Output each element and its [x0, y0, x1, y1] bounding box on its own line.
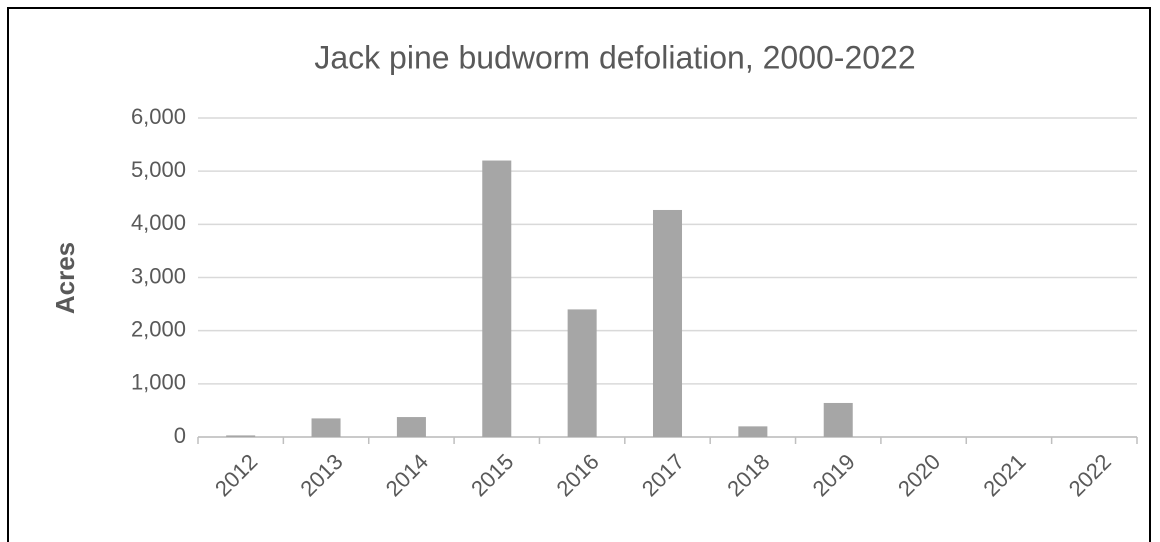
y-tick-label: 2,000	[131, 316, 186, 341]
y-tick-label: 1,000	[131, 370, 186, 395]
bar	[652, 209, 683, 437]
bar	[226, 435, 256, 437]
x-tick-label: 2021	[978, 449, 1030, 501]
bar	[738, 426, 768, 437]
bar	[396, 417, 426, 437]
bar	[567, 309, 597, 437]
y-tick-label: 0	[174, 423, 186, 448]
bar	[311, 418, 341, 437]
x-tick-label: 2015	[466, 449, 518, 501]
y-axis-label: Acres	[50, 242, 80, 314]
x-tick-label: 2013	[295, 449, 347, 501]
y-tick-label: 3,000	[131, 263, 186, 288]
x-tick-label: 2020	[893, 449, 945, 501]
x-tick-label: 2016	[551, 449, 603, 501]
x-tick-label: 2012	[210, 449, 262, 501]
bar	[823, 402, 853, 437]
bar	[482, 160, 512, 438]
x-tick-label: 2014	[381, 449, 433, 501]
x-tick-label: 2017	[637, 449, 689, 501]
chart-title: Jack pine budworm defoliation, 2000-2022	[314, 39, 915, 75]
y-tick-label: 4,000	[131, 210, 186, 235]
x-tick-label: 2019	[808, 449, 860, 501]
x-tick-label: 2018	[722, 449, 774, 501]
x-tick-label: 2022	[1064, 449, 1116, 501]
y-tick-label: 5,000	[131, 157, 186, 182]
chart-frame	[7, 7, 1151, 542]
y-tick-label: 6,000	[131, 104, 186, 129]
